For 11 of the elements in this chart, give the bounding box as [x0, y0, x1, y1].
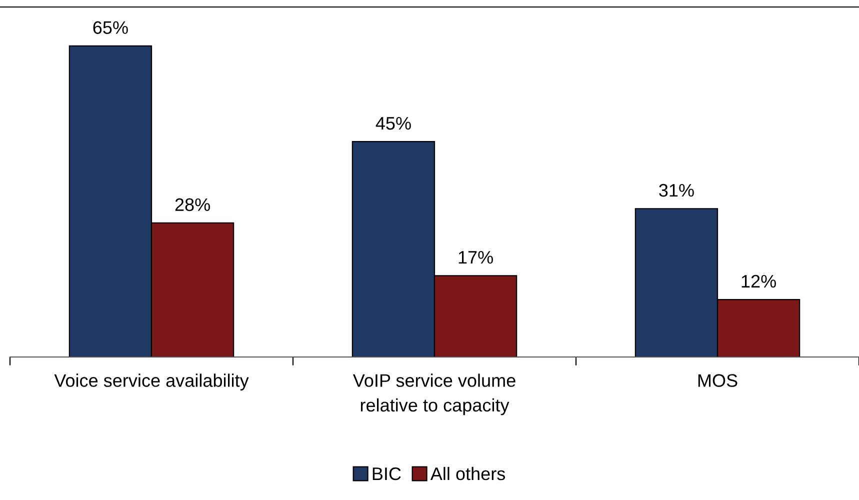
- data-label: 31%: [659, 184, 694, 197]
- legend-label: BIC: [372, 467, 401, 480]
- x-tick-label: Voice service availability: [54, 374, 249, 390]
- x-tick-label: MOS: [698, 374, 738, 387]
- data-label: 17%: [458, 251, 493, 264]
- legend-label: All others: [430, 466, 506, 480]
- data-label: 28%: [175, 198, 210, 212]
- x-tick-label: VoIP service volume relative to capacity: [352, 374, 516, 416]
- data-label: 65%: [93, 21, 128, 34]
- data-label: 12%: [742, 274, 776, 288]
- data-label: 45%: [376, 117, 411, 130]
